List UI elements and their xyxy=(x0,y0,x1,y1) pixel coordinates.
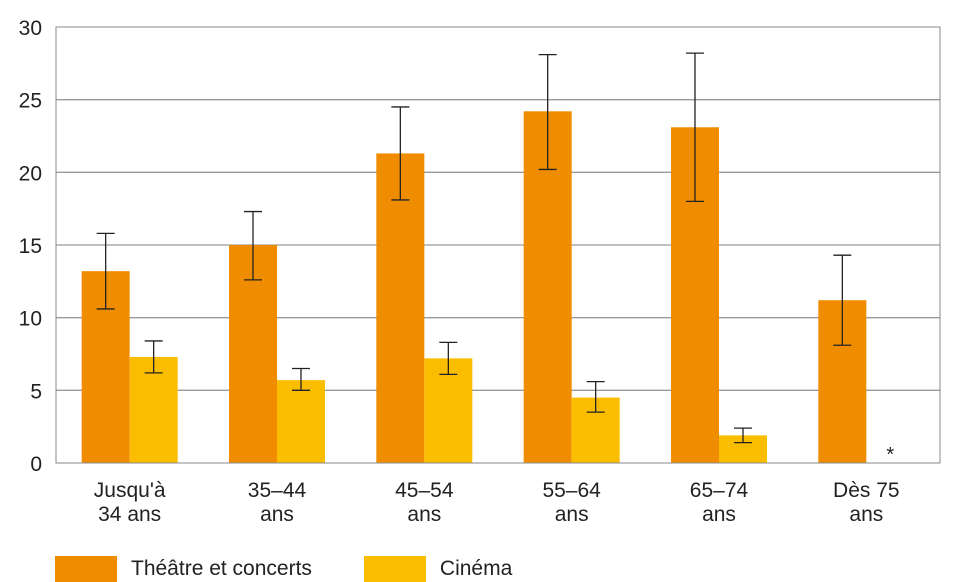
y-tick-label: 20 xyxy=(19,162,42,185)
y-axis-tick-labels: 0 5 10 15 20 25 30 xyxy=(19,17,42,476)
x-axis-category-labels: Jusqu'à 34 ans 35–44 ans 45–54 ans 55–64 ans 65–… xyxy=(94,479,900,526)
bar-theatre xyxy=(376,153,425,463)
error-bar-cinema xyxy=(439,341,458,375)
error-bars xyxy=(96,52,852,444)
y-tick-label: 10 xyxy=(19,308,42,331)
legend-label-theatre: Théâtre et concerts xyxy=(131,557,312,580)
bar-cinema xyxy=(424,358,473,463)
bar-chart: 0 5 10 15 20 25 30 * Jusqu'à 34 ans 35–44 ans 45–5… xyxy=(19,17,941,526)
x-category-label: 45–54 ans xyxy=(395,479,454,526)
legend-item-theatre: Théâtre et concerts xyxy=(55,556,312,582)
y-tick-label: 15 xyxy=(19,235,42,258)
y-tick-label: 30 xyxy=(19,17,42,40)
error-bar-theatre xyxy=(244,210,262,281)
x-category-label: Jusqu'à 34 ans xyxy=(94,479,166,526)
error-bar-cinema xyxy=(734,427,752,444)
x-category-label: 65–74 ans xyxy=(690,479,749,526)
legend: Théâtre et concerts Cinéma xyxy=(55,556,564,582)
y-tick-label: 0 xyxy=(30,453,42,476)
error-bar-cinema xyxy=(144,340,163,374)
error-bar-cinema xyxy=(586,380,605,413)
legend-label-cinema: Cinéma xyxy=(439,557,513,580)
error-bar-theatre xyxy=(833,254,852,346)
error-bar-theatre xyxy=(96,232,115,310)
grid-lines xyxy=(56,99,940,391)
legend-item-cinema: Cinéma xyxy=(363,556,513,582)
bar-cinema xyxy=(277,380,325,463)
bar-cinema xyxy=(129,356,178,463)
x-category-label: Dès 75 ans xyxy=(833,479,900,526)
missing-value-marker: * xyxy=(886,444,894,466)
x-category-label: 55–64 ans xyxy=(542,479,601,526)
error-bar-theatre xyxy=(391,106,410,201)
x-category-label: 35–44 ans xyxy=(248,479,307,526)
y-tick-label: 5 xyxy=(30,380,42,403)
error-bar-theatre xyxy=(538,53,557,171)
bar-theatre xyxy=(229,245,277,463)
bars: * xyxy=(81,111,894,466)
error-bar-theatre xyxy=(686,52,704,203)
y-tick-label: 25 xyxy=(19,90,42,113)
error-bar-cinema xyxy=(292,367,310,391)
legend-swatch-cinema xyxy=(363,556,426,582)
plot-frame xyxy=(55,26,941,464)
legend-swatch-theatre xyxy=(55,556,117,582)
